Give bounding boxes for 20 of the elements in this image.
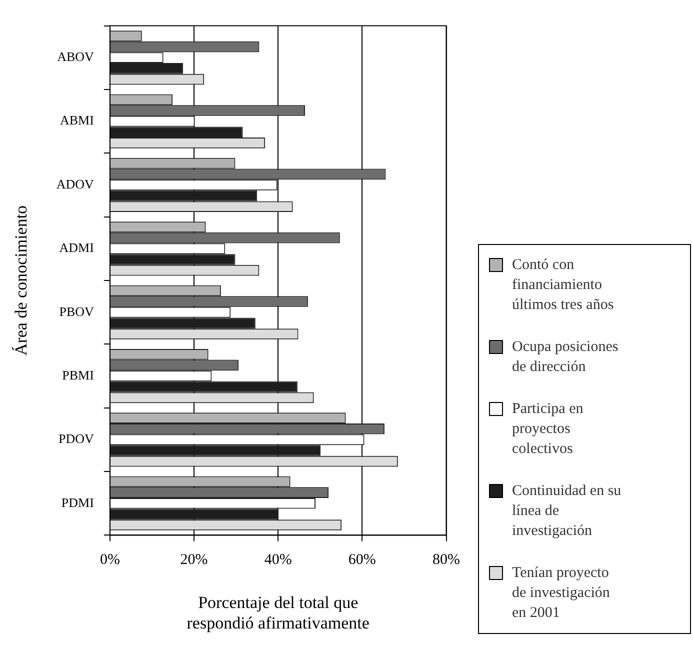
x-tick-label: 60% <box>348 552 376 568</box>
legend-label: Ocupa posiciones de dirección <box>512 338 618 377</box>
y-tick-label: PDMI <box>61 494 94 510</box>
y-tick-label: ABMI <box>60 112 94 128</box>
y-tick-label: ADOV <box>56 176 95 192</box>
y-tick-label: PDOV <box>58 431 95 446</box>
legend-label: Continuidad en su línea de investigación <box>512 482 622 541</box>
legend-label: Contó con financiamiento últimos tres años <box>512 256 614 315</box>
y-tick-label: PBOV <box>59 304 95 319</box>
x-tick-label: 0% <box>100 552 120 568</box>
y-axis-title: Área de conocimiento <box>12 205 31 356</box>
text: Participa en proyectos colectivos <box>512 400 584 459</box>
x-tick-label: 80% <box>432 552 460 568</box>
y-tick-label: ABOV <box>57 49 95 64</box>
legend-label: Tenían proyecto de investigación en 2001 <box>512 564 610 623</box>
x-axis-title: Porcentaje del total que respondió afirmativamente <box>186 592 370 632</box>
y-tick-label: PBMI <box>62 367 94 382</box>
y-tick-label: ADMI <box>59 240 94 256</box>
x-tick-label: 40% <box>264 552 292 568</box>
x-tick-label: 20% <box>180 552 208 568</box>
